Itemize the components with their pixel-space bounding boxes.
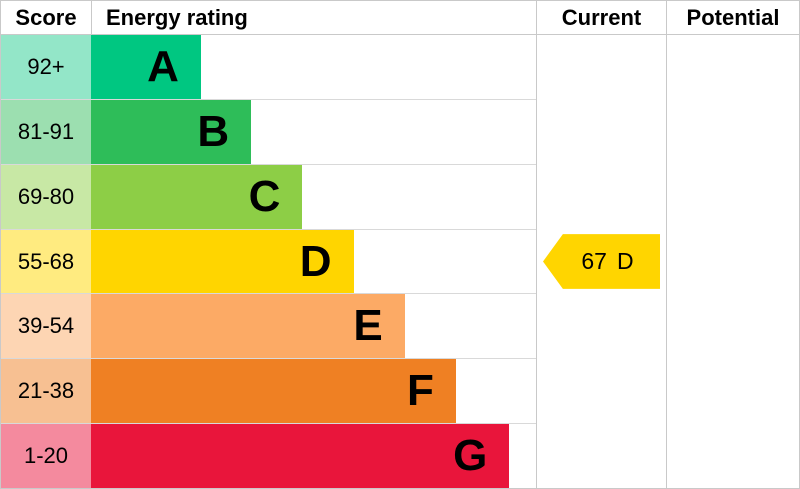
rating-letter: D (299, 236, 332, 286)
score-cell: 21-38 (1, 359, 91, 424)
potential-column (666, 35, 799, 488)
score-cell: 1-20 (1, 424, 91, 489)
chart-header: Score Energy rating Current Potential (1, 1, 799, 35)
rating-row: 81-91 B (1, 99, 536, 165)
rating-row: 92+ A (1, 35, 536, 100)
potential-column-header: Potential (666, 1, 799, 34)
score-column-header: Score (15, 4, 77, 30)
rating-row: 21-38 F (1, 359, 536, 425)
score-cell: 39-54 (1, 294, 91, 359)
rating-letter: F (407, 366, 434, 416)
bar-track: C (91, 164, 536, 229)
rating-row: 39-54 E (1, 294, 536, 360)
chart-body: 92+ A 81-91 B 69-80 (1, 35, 799, 489)
bar-track: D (91, 229, 536, 294)
score-cell: 92+ (1, 35, 91, 99)
rating-bar: E (91, 294, 405, 359)
score-cell: 69-80 (1, 164, 91, 229)
bar-track: F (91, 359, 536, 424)
bands-column: 92+ A 81-91 B 69-80 (1, 35, 536, 489)
current-arrow: 67 D (543, 234, 660, 289)
current-column-header: Current (536, 1, 666, 34)
rating-letter: G (453, 431, 488, 481)
current-column: 67 D (536, 35, 666, 488)
score-cell: 81-91 (1, 99, 91, 164)
bar-track: A (91, 35, 536, 99)
rating-letter: A (147, 41, 179, 91)
rating-bar: C (91, 164, 303, 229)
rating-bar: F (91, 359, 456, 424)
bar-track: G (91, 424, 536, 489)
current-score-value: 67 (581, 247, 607, 274)
bar-track: B (91, 99, 536, 164)
energy-rating-column-header: Energy rating (91, 1, 536, 34)
rating-bar: D (91, 229, 354, 294)
current-band-letter: D (616, 247, 634, 274)
rating-letter: B (197, 106, 230, 156)
rating-bar: A (91, 35, 201, 99)
rating-bar: B (91, 99, 252, 164)
rating-row: 1-20 G (1, 424, 536, 489)
rating-row: 69-80 C (1, 164, 536, 230)
rating-row: 55-68 D (1, 229, 536, 295)
rating-letter: E (353, 301, 383, 351)
score-cell: 55-68 (1, 229, 91, 294)
rating-letter: C (248, 171, 281, 221)
bar-track: E (91, 294, 536, 359)
rating-bar: G (91, 424, 510, 489)
